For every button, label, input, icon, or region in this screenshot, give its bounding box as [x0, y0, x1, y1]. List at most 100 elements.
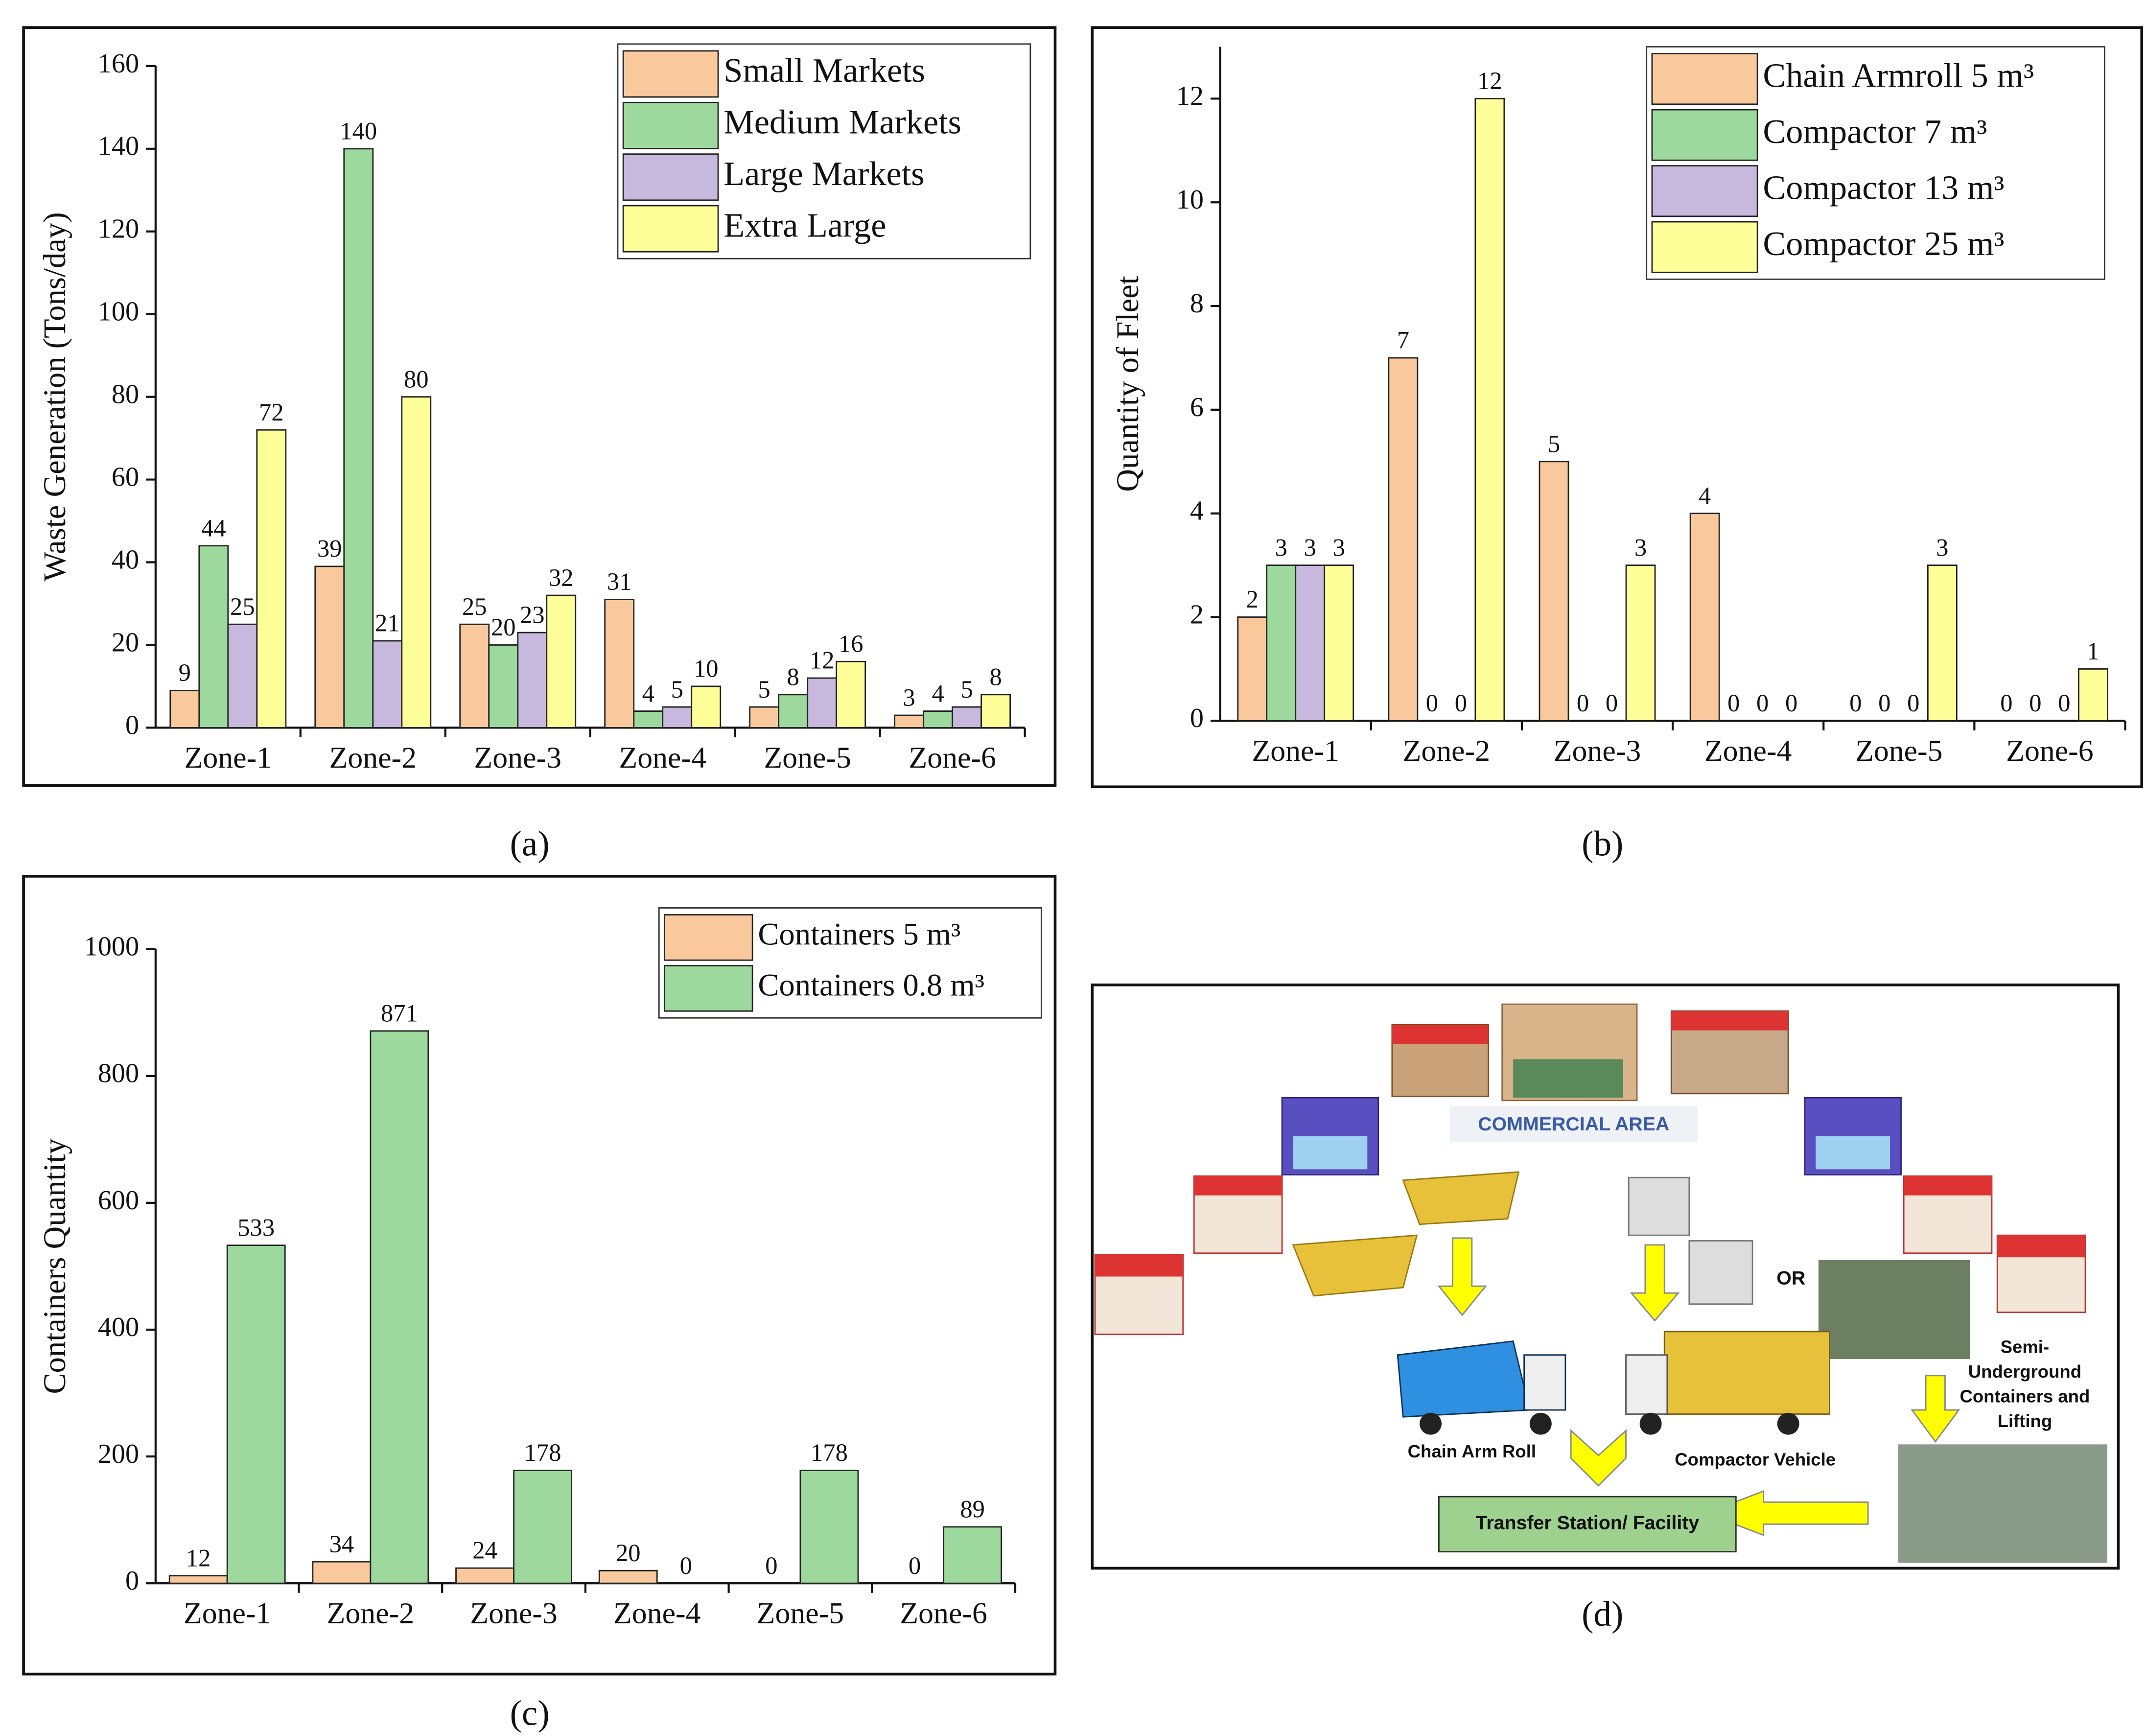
- underground-label: Semi-: [2001, 1337, 2049, 1357]
- bin: [1688, 1240, 1753, 1305]
- data-label: 4: [932, 680, 944, 707]
- bar: [980, 694, 1011, 728]
- data-label: 31: [607, 568, 632, 595]
- x-tick-label: Zone-5: [757, 1597, 844, 1630]
- bar: [370, 1030, 429, 1584]
- legend-swatch: [664, 965, 753, 1012]
- data-label: 20: [616, 1539, 641, 1567]
- option-label: OR: [1776, 1267, 1805, 1289]
- shops: [1094, 1003, 2086, 1335]
- data-label: 21: [375, 610, 400, 637]
- data-label: 0: [1426, 689, 1438, 717]
- y-tick-label: 1000: [84, 932, 139, 962]
- bar: [546, 594, 577, 728]
- y-tick-label: 12: [1176, 81, 1204, 111]
- data-label: 3: [1275, 534, 1287, 561]
- y-tick-label: 6: [1190, 392, 1204, 422]
- y-axis-title: Quantity of Fleet: [1110, 276, 1145, 492]
- legend-swatch: [622, 153, 719, 201]
- data-label: 4: [642, 680, 654, 707]
- x-tick-label: Zone-6: [2006, 734, 2093, 768]
- y-tick-label: 0: [125, 1566, 139, 1596]
- x-tick-label: Zone-4: [613, 1597, 700, 1630]
- legend-swatch: [1651, 53, 1758, 105]
- data-label: 7: [1397, 327, 1409, 354]
- data-label: 0: [2029, 689, 2041, 717]
- arrow: [1630, 1244, 1680, 1322]
- data-label: 44: [201, 514, 226, 541]
- y-tick-label: 400: [98, 1312, 139, 1342]
- data-label: 0: [909, 1552, 921, 1579]
- bar: [807, 677, 838, 728]
- x-tick-label: Zone-2: [327, 1597, 414, 1630]
- bar: [894, 714, 925, 728]
- data-label: 0: [765, 1552, 777, 1579]
- y-tick-label: 4: [1190, 496, 1204, 526]
- x-tick-label: Zone-1: [1252, 734, 1339, 768]
- y-tick-label: 20: [112, 627, 139, 657]
- bar: [836, 660, 866, 728]
- chain-arm-roll-truck: [1397, 1340, 1566, 1435]
- data-label: 3: [1936, 534, 1948, 561]
- label-box: [1449, 1106, 1698, 1142]
- bar: [455, 1567, 514, 1584]
- panel-label: (c): [510, 1693, 550, 1733]
- y-tick-label: 40: [112, 544, 139, 575]
- x-tick-label: Zone-5: [764, 741, 851, 774]
- bar: [314, 565, 345, 728]
- data-label: 16: [839, 630, 863, 657]
- data-label: 0: [2000, 689, 2012, 717]
- data-label: 178: [811, 1439, 848, 1466]
- bar: [312, 1561, 372, 1584]
- bar: [256, 429, 287, 728]
- destination-label: Transfer Station/ Facility: [1475, 1512, 1699, 1534]
- y-tick-label: 600: [98, 1185, 139, 1216]
- data-label: 25: [230, 593, 255, 620]
- skip: [1292, 1234, 1418, 1297]
- data-label: 34: [329, 1530, 354, 1558]
- data-label: 4: [1699, 482, 1711, 509]
- data-label: 5: [1548, 430, 1560, 458]
- data-label: 5: [671, 676, 683, 703]
- panel-label: (d): [1582, 1594, 1623, 1634]
- diagram: COMMERCIAL AREA OR Chain Arm Roll Compac…: [1094, 1003, 2107, 1563]
- legend-label: Extra Large: [723, 206, 886, 244]
- data-label: 0: [1727, 689, 1740, 717]
- x-tick-label: Zone-2: [329, 741, 417, 774]
- legend-label: Containers 0.8 m³: [758, 967, 984, 1003]
- data-label: 32: [549, 564, 574, 591]
- data-label: 0: [1577, 689, 1589, 717]
- data-label: 72: [259, 399, 284, 426]
- legend-label: Large Markets: [723, 155, 924, 193]
- data-label: 3: [1304, 534, 1316, 561]
- y-tick-label: 200: [98, 1439, 139, 1469]
- panel-frame: [22, 875, 1057, 1676]
- bar: [513, 1470, 572, 1584]
- data-label: 12: [1477, 67, 1502, 94]
- bar: [1237, 616, 1268, 722]
- x-tick-label: Zone-1: [184, 1597, 271, 1630]
- y-tick-label: 160: [98, 48, 139, 79]
- bar: [923, 710, 954, 728]
- data-label: 0: [1606, 689, 1618, 717]
- y-tick-label: 0: [125, 710, 139, 740]
- data-label: 3: [903, 684, 915, 711]
- panel-label: (a): [510, 824, 550, 864]
- legend-swatch: [622, 50, 719, 98]
- vehicle-label: Compactor Vehicle: [1675, 1450, 1836, 1470]
- bar: [1625, 564, 1656, 722]
- data-label: 8: [787, 663, 799, 691]
- x-tick-label: Zone-3: [470, 1597, 557, 1630]
- data-label: 5: [961, 676, 973, 703]
- x-tick-label: Zone-4: [619, 741, 706, 774]
- bar: [604, 599, 635, 728]
- bar: [401, 396, 432, 728]
- data-label: 10: [694, 655, 719, 682]
- bin: [1628, 1176, 1690, 1236]
- legend-swatch: [622, 205, 719, 253]
- panel-frame: [1091, 26, 2144, 789]
- bar: [1927, 564, 1958, 722]
- bar: [952, 706, 982, 728]
- legend-label: Chain Armroll 5 m³: [1763, 56, 2034, 94]
